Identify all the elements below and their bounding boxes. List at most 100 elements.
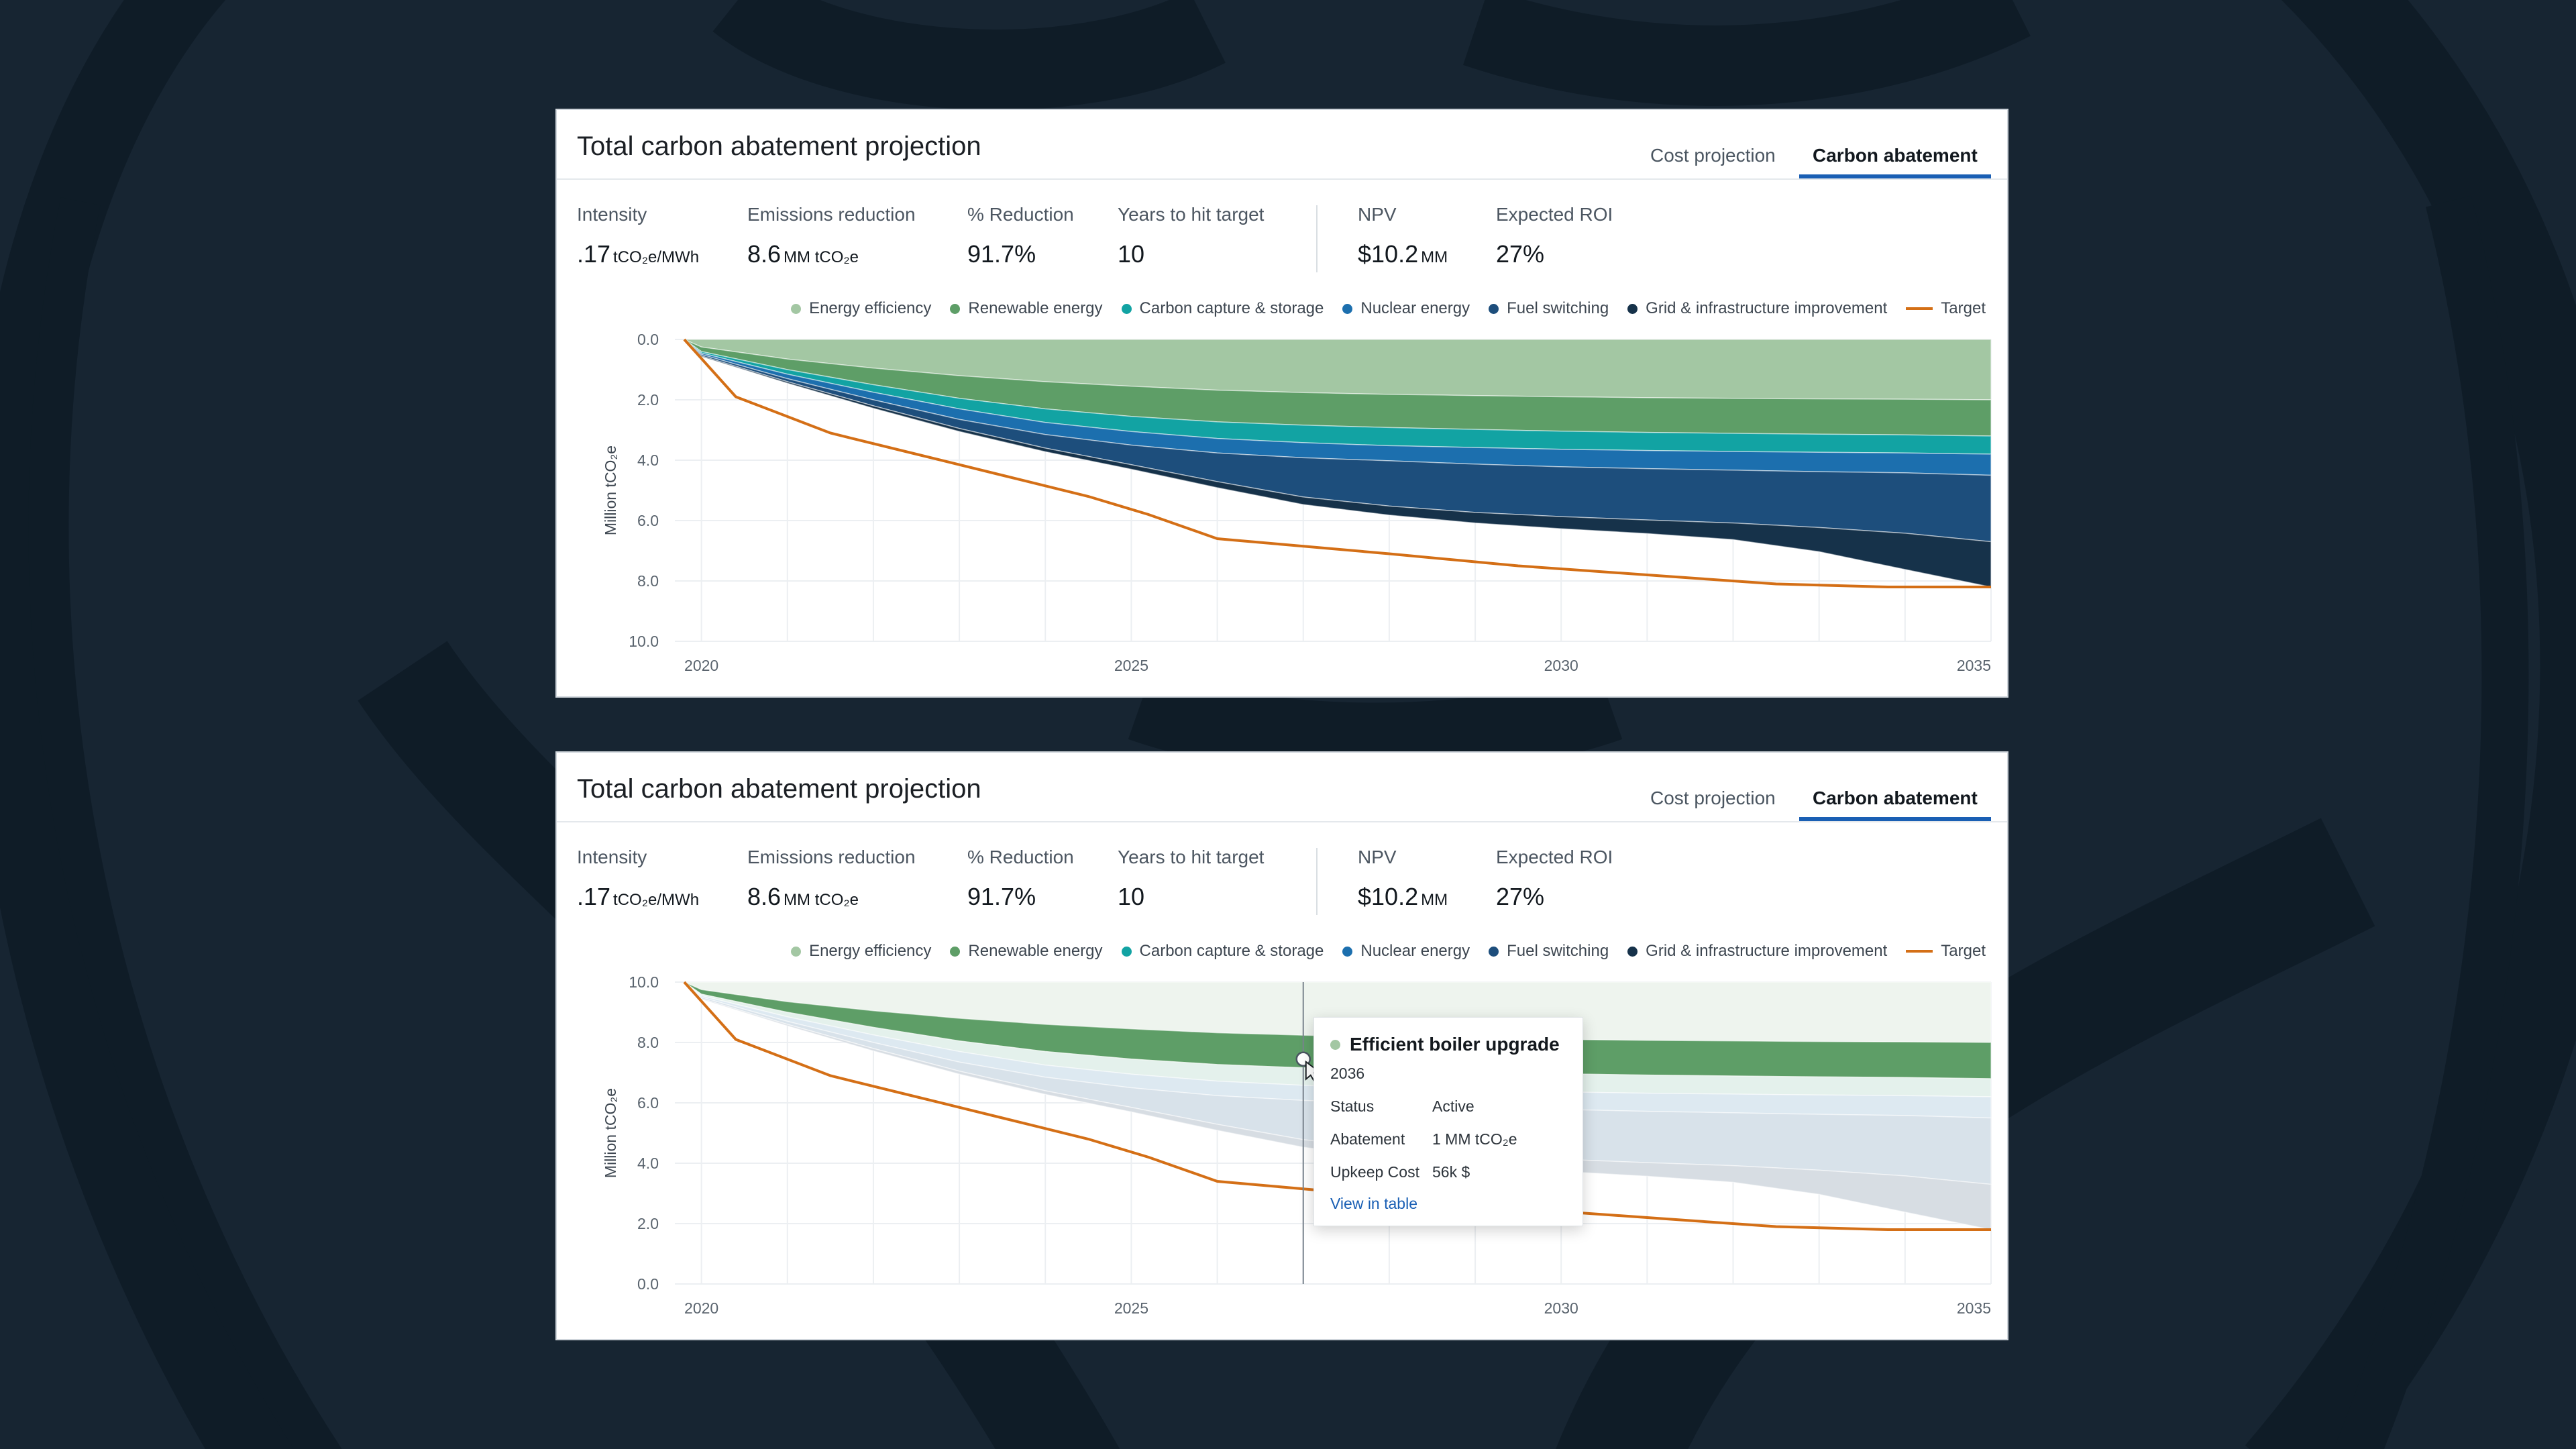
legend-line (1906, 307, 1933, 310)
metric-value: $10.2 (1358, 240, 1419, 268)
metric-label: % Reduction (967, 847, 1074, 867)
x-tick-label: 2035 (1957, 657, 1991, 674)
metric-unit: tCO₂e/MWh (613, 248, 700, 266)
chart-tooltip: Efficient boiler upgrade 2036 Status Acti… (1313, 1017, 1583, 1226)
metric-divider (1316, 848, 1318, 915)
tab-carbon-abatement[interactable]: Carbon abatement (1813, 788, 1978, 808)
chart-legend: Energy efficiency Renewable energy Carbo… (791, 299, 1986, 318)
tooltip-value: 1 MM tCO₂e (1432, 1130, 1517, 1148)
legend-label: Grid & infrastructure improvement (1646, 299, 1888, 317)
metric-intensity: Intensity .17 tCO₂e/MWh (577, 847, 699, 911)
metric-value: 91.7% (967, 883, 1036, 910)
tooltip-value: 56k $ (1432, 1163, 1470, 1181)
legend-item-carbon-capture[interactable]: Carbon capture & storage (1121, 942, 1324, 961)
metric-percent-reduction: % Reduction 91.7% (967, 847, 1074, 911)
legend-item-target[interactable]: Target (1906, 942, 1986, 961)
metric-percent-reduction: % Reduction 91.7% (967, 204, 1074, 268)
legend-dot (1342, 946, 1353, 957)
legend-dot (1627, 946, 1638, 957)
legend-dot (1489, 303, 1499, 314)
metric-label: Years to hit target (1118, 204, 1265, 225)
y-tick-label: 2.0 (637, 1215, 659, 1232)
metric-unit: MM (1421, 248, 1448, 266)
y-tick-label: 4.0 (637, 451, 659, 469)
tooltip-title: Efficient boiler upgrade (1350, 1034, 1560, 1055)
tab-cost-projection[interactable]: Cost projection (1650, 788, 1776, 808)
y-tick-label: 0.0 (637, 1275, 659, 1293)
tooltip-value: Active (1432, 1097, 1474, 1115)
metric-emissions-reduction: Emissions reduction 8.6 MM tCO₂e (747, 204, 916, 268)
metric-expected-roi: Expected ROI 27% (1496, 204, 1613, 268)
metric-unit: MM tCO₂e (784, 248, 859, 266)
legend-item-fuel-switching[interactable]: Fuel switching (1489, 299, 1609, 318)
y-tick-label: 0.0 (637, 331, 659, 348)
legend-label: Renewable energy (968, 942, 1103, 960)
x-tick-label: 2035 (1957, 1299, 1991, 1317)
metric-unit: MM tCO₂e (784, 891, 859, 909)
x-tick-label: 2020 (684, 1299, 718, 1317)
metric-value: .17 (577, 883, 611, 910)
legend-item-energy-efficiency[interactable]: Energy efficiency (791, 942, 931, 961)
tab-cost-projection[interactable]: Cost projection (1650, 145, 1776, 166)
metric-years-to-target: Years to hit target 10 (1118, 204, 1264, 268)
legend-label: Target (1941, 942, 1986, 960)
legend-item-fuel-switching[interactable]: Fuel switching (1489, 942, 1609, 961)
legend-item-energy-efficiency[interactable]: Energy efficiency (791, 299, 931, 318)
metric-value: 10 (1118, 240, 1145, 268)
metric-value: 27% (1496, 240, 1545, 268)
tooltip-key: Upkeep Cost (1330, 1163, 1419, 1181)
legend-item-renewable-energy[interactable]: Renewable energy (950, 299, 1103, 318)
abatement-chart-bottom[interactable]: 0.0 2.0 4.0 6.0 8.0 10.0 2020 2025 2030 2035 Milli… (557, 753, 2010, 1342)
metric-emissions-reduction: Emissions reduction 8.6 MM tCO₂e (747, 847, 916, 911)
legend-item-nuclear-energy[interactable]: Nuclear energy (1342, 299, 1470, 318)
metric-divider (1316, 205, 1318, 272)
legend-item-target[interactable]: Target (1906, 299, 1986, 318)
y-tick-label: 8.0 (637, 1034, 659, 1051)
y-axis-label: Million tCO₂e (602, 445, 619, 535)
y-tick-label: 4.0 (637, 1155, 659, 1172)
metric-label: Intensity (577, 847, 647, 867)
x-tick-label: 2030 (1544, 1299, 1578, 1317)
area-grid_infrastructure (684, 339, 1992, 588)
legend-item-renewable-energy[interactable]: Renewable energy (950, 942, 1103, 961)
y-axis-label: Million tCO₂e (602, 1088, 619, 1178)
legend-item-carbon-capture[interactable]: Carbon capture & storage (1121, 299, 1324, 318)
metric-label: Intensity (577, 204, 647, 225)
metric-expected-roi: Expected ROI 27% (1496, 847, 1613, 911)
legend-item-nuclear-energy[interactable]: Nuclear energy (1342, 942, 1470, 961)
chart-legend: Energy efficiency Renewable energy Carbo… (791, 942, 1986, 961)
metric-value: 8.6 (747, 883, 782, 910)
metric-label: Years to hit target (1118, 847, 1265, 867)
legend-label: Nuclear energy (1360, 299, 1470, 317)
area-grid_infrastructure (684, 981, 1992, 1230)
view-in-table-link[interactable]: View in table (1330, 1195, 1417, 1212)
metric-value: 91.7% (967, 240, 1036, 268)
target-line (683, 338, 1991, 588)
metric-label: Expected ROI (1496, 847, 1613, 867)
panel-title: Total carbon abatement projection (577, 131, 981, 161)
tooltip-row-status: Status Active (1330, 1097, 1566, 1116)
legend-item-grid-infrastructure[interactable]: Grid & infrastructure improvement (1627, 942, 1887, 961)
metric-value: 10 (1118, 883, 1145, 910)
legend-dot (791, 303, 802, 314)
metric-label: NPV (1358, 847, 1397, 867)
chart-panel-bottom: Total carbon abatement projection Cost p… (555, 751, 2008, 1340)
legend-dot (1121, 303, 1132, 314)
legend-label: Fuel switching (1507, 299, 1609, 317)
metric-value: $10.2 (1358, 883, 1419, 910)
header-divider (557, 178, 2007, 180)
target-line (683, 981, 1991, 1231)
tooltip-key: Status (1330, 1097, 1375, 1115)
metric-label: NPV (1358, 204, 1397, 225)
metric-unit: tCO₂e/MWh (613, 891, 700, 909)
header-divider (557, 821, 2007, 822)
y-tick-label: 10.0 (629, 973, 659, 991)
tab-carbon-abatement[interactable]: Carbon abatement (1813, 145, 1978, 166)
legend-dot (950, 946, 961, 957)
abatement-chart-top[interactable]: 0.0 2.0 4.0 6.0 8.0 10.0 2020 2025 2030 2035 Milli… (557, 110, 2010, 699)
tooltip-row-abatement: Abatement 1 MM tCO₂e (1330, 1130, 1566, 1148)
legend-item-grid-infrastructure[interactable]: Grid & infrastructure improvement (1627, 299, 1887, 318)
tooltip-row-upkeep-cost: Upkeep Cost 56k $ (1330, 1163, 1566, 1181)
legend-label: Carbon capture & storage (1139, 299, 1324, 317)
x-tick-label: 2020 (684, 657, 718, 674)
